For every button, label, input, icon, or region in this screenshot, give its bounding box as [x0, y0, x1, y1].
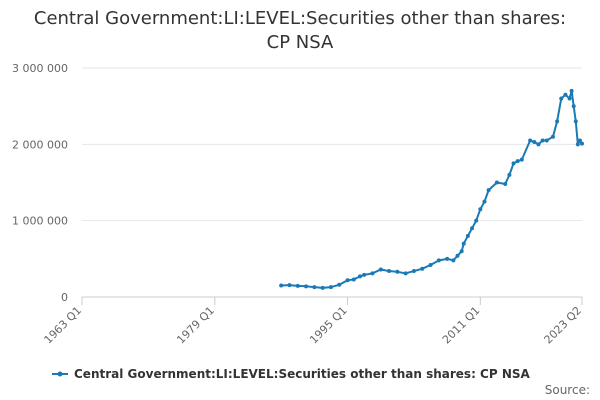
data-point[interactable] — [532, 140, 537, 145]
data-point[interactable] — [559, 96, 564, 101]
data-point[interactable] — [445, 256, 450, 261]
data-point[interactable] — [378, 267, 383, 272]
gridlines — [82, 67, 582, 222]
data-point[interactable] — [345, 278, 350, 283]
data-point[interactable] — [567, 96, 572, 101]
x-tick-label: 1995 Q1 — [307, 304, 350, 347]
data-point[interactable] — [337, 282, 342, 287]
data-point[interactable] — [395, 269, 400, 274]
data-point[interactable] — [351, 277, 356, 282]
data-point[interactable] — [370, 271, 375, 276]
data-point[interactable] — [279, 283, 284, 288]
data-point[interactable] — [507, 172, 512, 177]
data-point[interactable] — [411, 269, 416, 274]
data-point[interactable] — [420, 266, 425, 271]
x-tick-label: 1963 Q1 — [42, 304, 85, 347]
data-point[interactable] — [362, 272, 367, 277]
data-point[interactable] — [470, 226, 475, 231]
data-point[interactable] — [519, 157, 524, 162]
data-point[interactable] — [573, 119, 578, 124]
data-point[interactable] — [511, 161, 516, 166]
y-tick-label: 1 000 000 — [12, 215, 68, 228]
legend[interactable]: Central Government:LI:LEVEL:Securities o… — [52, 367, 531, 381]
series-layer — [279, 88, 584, 290]
data-point[interactable] — [580, 141, 584, 146]
chart-title-line-2: CP NSA — [267, 32, 334, 53]
data-point[interactable] — [515, 159, 520, 164]
data-point[interactable] — [428, 262, 433, 267]
data-point[interactable] — [478, 207, 483, 212]
data-point[interactable] — [494, 180, 499, 185]
data-point[interactable] — [577, 138, 582, 143]
data-point[interactable] — [486, 188, 491, 193]
chart-title-line-1: Central Government:LI:LEVEL:Securities o… — [34, 8, 566, 29]
data-point[interactable] — [436, 258, 441, 263]
data-point[interactable] — [465, 233, 470, 238]
x-tick-label: 2011 Q1 — [440, 304, 483, 347]
data-point[interactable] — [328, 285, 333, 290]
series-line[interactable] — [281, 89, 583, 289]
chart-title: Central Government:LI:LEVEL:Securities o… — [34, 8, 566, 53]
data-point[interactable] — [563, 92, 568, 97]
data-point[interactable] — [503, 182, 508, 187]
data-point[interactable] — [571, 104, 576, 109]
data-point[interactable] — [295, 283, 300, 288]
data-point[interactable] — [569, 88, 574, 93]
data-point[interactable] — [304, 284, 309, 289]
data-point[interactable] — [320, 285, 325, 290]
data-point[interactable] — [459, 249, 464, 254]
data-point[interactable] — [461, 241, 466, 246]
data-point[interactable] — [550, 134, 555, 139]
data-point[interactable] — [451, 258, 456, 263]
data-point[interactable] — [312, 285, 317, 290]
data-point[interactable] — [555, 119, 560, 124]
x-tick-label: 2023 Q2 — [542, 304, 585, 347]
source-label: Source: — [545, 383, 590, 397]
y-tick-label: 3 000 000 — [12, 62, 68, 75]
data-point[interactable] — [387, 269, 392, 274]
data-point[interactable] — [536, 142, 541, 147]
axes: 0 1 000 000 2 000 000 3 000 000 1963 Q1 1979 … — [12, 62, 584, 346]
y-tick-label: 0 — [61, 291, 68, 304]
legend-swatch-marker — [57, 371, 63, 377]
data-point[interactable] — [575, 142, 580, 147]
data-point[interactable] — [403, 271, 408, 276]
data-point[interactable] — [540, 138, 545, 143]
x-tick-label: 1979 Q1 — [174, 304, 217, 347]
data-point[interactable] — [287, 283, 292, 288]
data-point[interactable] — [474, 218, 479, 223]
data-point[interactable] — [455, 253, 460, 258]
data-point[interactable] — [358, 274, 363, 279]
data-point[interactable] — [528, 138, 533, 143]
data-point[interactable] — [482, 199, 487, 204]
data-point[interactable] — [544, 138, 549, 143]
y-tick-label: 2 000 000 — [12, 138, 68, 151]
legend-label: Central Government:LI:LEVEL:Securities o… — [74, 367, 531, 381]
